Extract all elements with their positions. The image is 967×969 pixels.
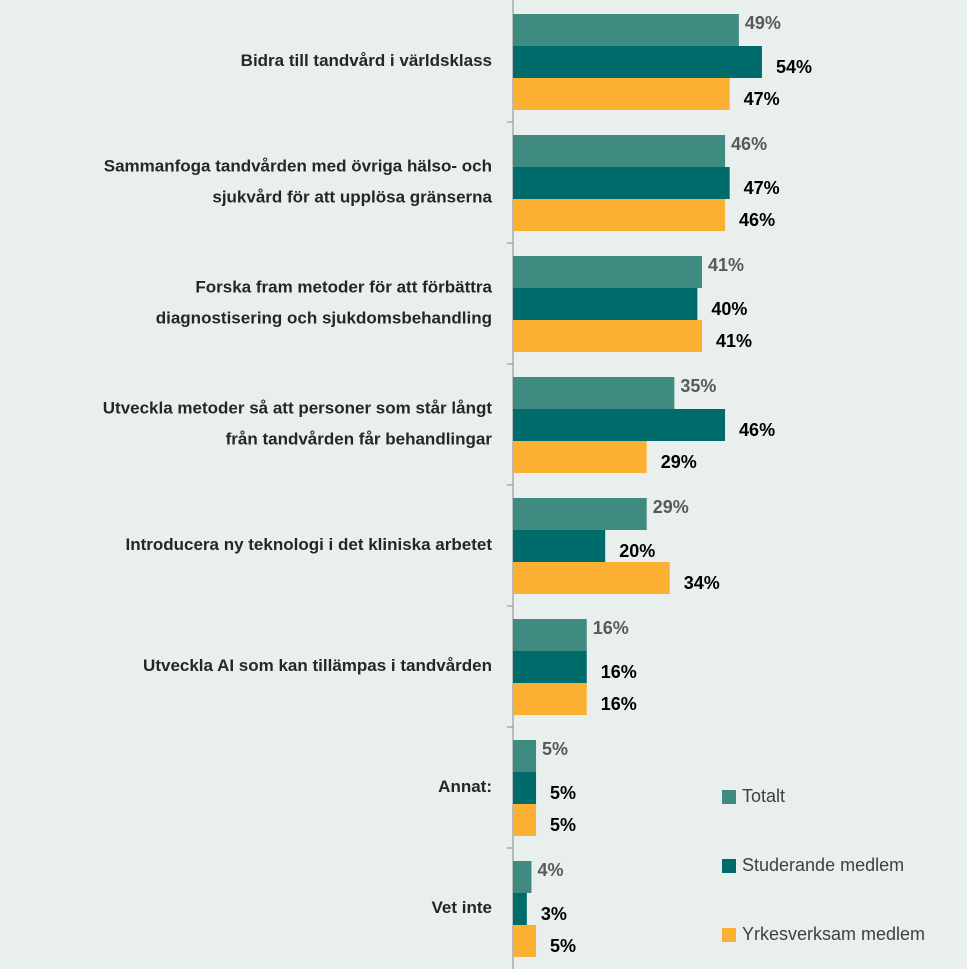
value-label: 16%	[593, 618, 629, 638]
value-label: 29%	[661, 452, 697, 472]
value-label: 46%	[731, 134, 767, 154]
bar	[513, 441, 647, 473]
category-label: Forska fram metoder för att förbättra dia…	[156, 278, 493, 328]
value-label: 49%	[745, 13, 781, 33]
value-label: 16%	[601, 694, 637, 714]
bar	[513, 256, 703, 288]
value-label: 47%	[744, 178, 780, 198]
bar	[513, 772, 537, 804]
value-label: 46%	[739, 210, 775, 230]
bar	[513, 135, 726, 167]
category-label: Utveckla metoder så att personer som stå…	[103, 399, 493, 449]
value-label: 5%	[550, 936, 576, 956]
bar	[513, 46, 762, 78]
bar	[513, 893, 527, 925]
legend-label: Yrkesverksam medlem	[742, 924, 925, 944]
bar	[513, 530, 606, 562]
legend-swatch	[722, 928, 736, 942]
value-label: 41%	[708, 255, 744, 275]
bar	[513, 199, 726, 231]
legend-swatch	[722, 790, 736, 804]
category-label: Introducera ny teknologi i det kliniska …	[125, 535, 492, 554]
bar	[513, 804, 537, 836]
bar	[513, 14, 739, 46]
bar	[513, 320, 703, 352]
bar	[513, 377, 675, 409]
value-label: 5%	[542, 739, 568, 759]
value-label: 5%	[550, 783, 576, 803]
legend-label: Studerande medlem	[742, 855, 904, 875]
value-label: 29%	[653, 497, 689, 517]
value-label: 54%	[776, 57, 812, 77]
value-label: 3%	[541, 904, 567, 924]
bar	[513, 861, 532, 893]
bar	[513, 562, 670, 594]
legend-label: Totalt	[742, 786, 785, 806]
bar	[513, 78, 730, 110]
legend-swatch	[722, 859, 736, 873]
bar	[513, 409, 726, 441]
bar	[513, 740, 537, 772]
value-label: 41%	[716, 331, 752, 351]
bar	[513, 925, 537, 957]
value-label: 46%	[739, 420, 775, 440]
value-label: 35%	[680, 376, 716, 396]
bar	[513, 167, 730, 199]
bar	[513, 683, 587, 715]
bar	[513, 498, 647, 530]
value-label: 16%	[601, 662, 637, 682]
value-label: 5%	[550, 815, 576, 835]
category-label: Vet inte	[432, 898, 492, 917]
value-label: 40%	[711, 299, 747, 319]
value-label: 34%	[684, 573, 720, 593]
value-label: 47%	[744, 89, 780, 109]
bar	[513, 288, 698, 320]
category-label: Bidra till tandvård i världsklass	[241, 51, 492, 70]
category-label: Utveckla AI som kan tillämpas i tandvård…	[143, 656, 492, 675]
bar	[513, 619, 587, 651]
category-label: Annat:	[438, 777, 492, 796]
value-label: 20%	[619, 541, 655, 561]
value-label: 4%	[537, 860, 563, 880]
category-label: Sammanfoga tandvården med övriga hälso- …	[104, 157, 493, 207]
bar	[513, 651, 587, 683]
